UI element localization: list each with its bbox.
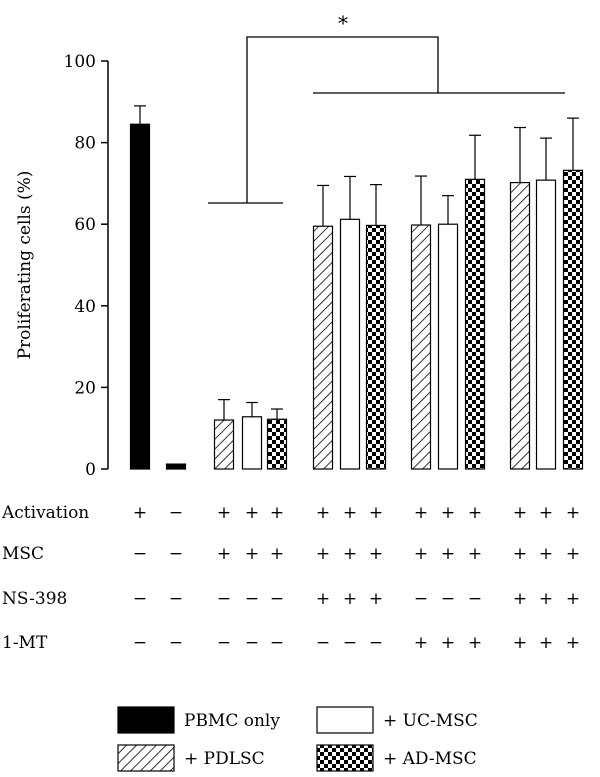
condition-sign: + bbox=[369, 544, 383, 564]
condition-sign: − bbox=[270, 589, 284, 609]
condition-sign: + bbox=[513, 589, 527, 609]
bar-uc bbox=[437, 223, 459, 470]
condition-sign: + bbox=[414, 503, 428, 523]
bar-ad bbox=[562, 169, 584, 470]
y-tick-label: 60 bbox=[74, 215, 96, 235]
condition-sign: + bbox=[539, 544, 553, 564]
legend-swatch-pbmc bbox=[117, 706, 175, 734]
bar-ad bbox=[464, 178, 486, 470]
bar-ad bbox=[365, 224, 387, 470]
condition-sign: + bbox=[566, 589, 580, 609]
condition-sign: − bbox=[245, 633, 259, 653]
condition-sign: − bbox=[369, 633, 383, 653]
condition-sign: − bbox=[414, 589, 428, 609]
bars bbox=[129, 123, 584, 470]
legend-label-pbmc: PBMC only bbox=[184, 711, 280, 731]
condition-sign: + bbox=[414, 544, 428, 564]
condition-sign: + bbox=[468, 503, 482, 523]
condition-label: Activation bbox=[1, 503, 89, 523]
condition-sign: + bbox=[441, 503, 455, 523]
significance-brackets bbox=[208, 36, 565, 204]
condition-sign: + bbox=[343, 503, 357, 523]
bar-uc bbox=[535, 179, 557, 470]
condition-sign: + bbox=[539, 633, 553, 653]
condition-sign: + bbox=[513, 633, 527, 653]
condition-sign: + bbox=[245, 544, 259, 564]
condition-sign: − bbox=[217, 589, 231, 609]
condition-sign: − bbox=[169, 633, 183, 653]
bar-uc bbox=[241, 416, 263, 470]
bar-pdlsc bbox=[509, 181, 531, 470]
condition-sign: − bbox=[169, 503, 183, 523]
legend: PBMC only + UC-MSC + PDLSC + AD-MSC bbox=[117, 706, 478, 772]
significance-star: * bbox=[338, 11, 348, 35]
condition-sign: + bbox=[369, 589, 383, 609]
condition-sign: + bbox=[566, 544, 580, 564]
condition-sign: + bbox=[133, 503, 147, 523]
bar-pdlsc bbox=[410, 224, 432, 470]
legend-label-uc: + UC-MSC bbox=[383, 711, 478, 731]
error-bars bbox=[134, 105, 579, 421]
condition-sign: + bbox=[343, 589, 357, 609]
condition-sign: + bbox=[566, 633, 580, 653]
y-axis: 0 20 40 60 80 100 bbox=[64, 52, 109, 480]
legend-swatch-pdlsc bbox=[117, 744, 175, 772]
y-tick-label: 100 bbox=[64, 52, 96, 72]
condition-label: 1-MT bbox=[2, 633, 48, 653]
y-axis-title: Proliferating cells (%) bbox=[15, 171, 35, 360]
condition-sign: + bbox=[441, 633, 455, 653]
condition-sign: + bbox=[316, 503, 330, 523]
condition-sign: + bbox=[468, 633, 482, 653]
y-tick-label: 40 bbox=[74, 297, 96, 317]
condition-sign: + bbox=[539, 503, 553, 523]
condition-sign: − bbox=[217, 633, 231, 653]
condition-sign: + bbox=[441, 544, 455, 564]
legend-swatch-uc bbox=[316, 706, 374, 734]
bar-pbmc bbox=[129, 123, 151, 470]
condition-sign: − bbox=[245, 589, 259, 609]
condition-sign: − bbox=[343, 633, 357, 653]
y-tick-label: 20 bbox=[74, 378, 96, 398]
condition-label: NS-398 bbox=[2, 589, 67, 609]
condition-sign: + bbox=[245, 503, 259, 523]
condition-sign: + bbox=[513, 544, 527, 564]
condition-sign: − bbox=[169, 544, 183, 564]
condition-sign: + bbox=[217, 503, 231, 523]
legend-swatch-ad bbox=[316, 744, 374, 772]
condition-sign: + bbox=[369, 503, 383, 523]
condition-sign: − bbox=[316, 633, 330, 653]
bracket-top bbox=[246, 36, 439, 203]
condition-sign: − bbox=[270, 633, 284, 653]
y-tick-label: 0 bbox=[85, 460, 96, 480]
condition-sign: + bbox=[414, 633, 428, 653]
condition-label: MSC bbox=[2, 544, 44, 564]
condition-sign: − bbox=[441, 589, 455, 609]
condition-sign: + bbox=[217, 544, 231, 564]
bar-uc bbox=[339, 218, 361, 470]
condition-sign: + bbox=[316, 544, 330, 564]
condition-sign: + bbox=[270, 544, 284, 564]
y-tick-label: 80 bbox=[74, 134, 96, 154]
legend-label-pdlsc: + PDLSC bbox=[184, 749, 265, 769]
condition-sign: + bbox=[343, 544, 357, 564]
condition-sign: − bbox=[169, 589, 183, 609]
bar-pbmc bbox=[165, 463, 187, 470]
condition-sign: + bbox=[468, 544, 482, 564]
condition-sign: + bbox=[566, 503, 580, 523]
condition-sign: + bbox=[539, 589, 553, 609]
bar-pdlsc bbox=[213, 419, 235, 470]
condition-sign: + bbox=[270, 503, 284, 523]
legend-label-ad: + AD-MSC bbox=[383, 749, 477, 769]
condition-sign: + bbox=[513, 503, 527, 523]
condition-sign: − bbox=[468, 589, 482, 609]
condition-table: Activation + − + + + + + + + + + + + +MSC − − + + + + + + + + + + +… bbox=[1, 503, 580, 653]
condition-sign: − bbox=[133, 544, 147, 564]
bar-pdlsc bbox=[312, 225, 334, 470]
condition-sign: − bbox=[133, 633, 147, 653]
condition-sign: − bbox=[133, 589, 147, 609]
condition-sign: + bbox=[316, 589, 330, 609]
bar-ad bbox=[266, 418, 288, 470]
